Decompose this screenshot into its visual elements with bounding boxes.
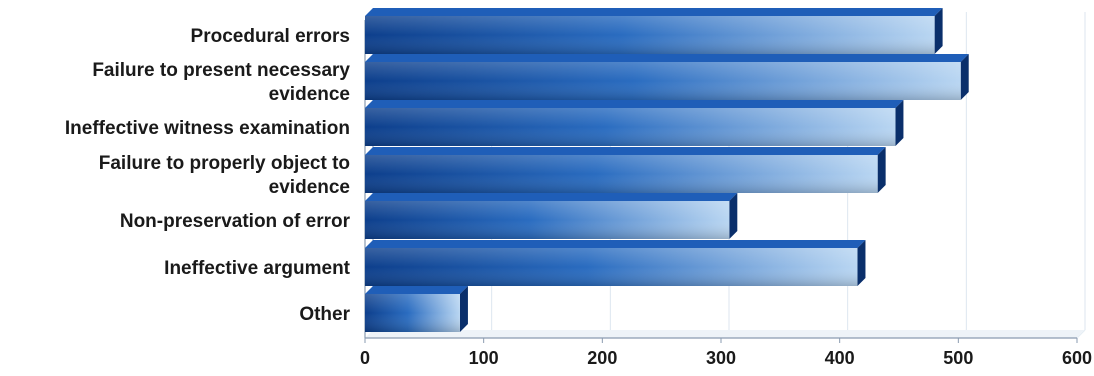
bar-top-face: [365, 286, 468, 294]
bar: [365, 54, 969, 100]
category-label: Other: [299, 304, 350, 325]
bar-shading: [365, 201, 730, 239]
category-label: Ineffective argument: [164, 258, 350, 279]
bar-top-face: [365, 8, 943, 16]
bar-shading: [365, 108, 896, 146]
category-label: Failure to present necessary evidence: [92, 60, 350, 105]
bar: [365, 240, 866, 286]
bar-shading: [365, 16, 935, 54]
bar-shading: [365, 248, 858, 286]
bar-shading: [365, 155, 878, 193]
bar: [365, 100, 904, 146]
bar-top-face: [365, 240, 866, 248]
bar-shading: [365, 62, 961, 100]
category-label: Non-preservation of error: [120, 211, 351, 232]
category-labels: Procedural errors Failure to present nece…: [65, 26, 351, 325]
bar-end-face: [857, 240, 866, 286]
x-tick-label: 600: [1062, 348, 1092, 368]
category-label: Procedural errors: [191, 26, 350, 47]
bar-end-face: [895, 100, 904, 146]
bar-top-face: [365, 147, 886, 155]
x-tick-label: 200: [587, 348, 617, 368]
bar: [365, 147, 886, 193]
bar-top-face: [365, 54, 969, 62]
bar-end-face: [729, 193, 738, 239]
bar-end-face: [877, 147, 886, 193]
x-tick-labels: 0 100 200 300 400 500 600: [360, 348, 1092, 368]
x-tick-label: 0: [360, 348, 370, 368]
category-label: Failure to properly object to evidence: [99, 153, 350, 198]
x-tick-label: 300: [706, 348, 736, 368]
bar-end-face: [459, 286, 468, 332]
x-tick-label: 500: [943, 348, 973, 368]
bar-top-face: [365, 193, 738, 201]
bar: [365, 286, 468, 332]
bar-end-face: [934, 8, 943, 54]
bar-shading: [365, 294, 460, 332]
category-label: Ineffective witness examination: [65, 118, 350, 139]
x-tick-label: 400: [825, 348, 855, 368]
x-tick-label: 100: [469, 348, 499, 368]
bars: [365, 8, 969, 332]
bar: [365, 193, 738, 239]
bar-end-face: [960, 54, 969, 100]
bar: [365, 8, 943, 54]
chart-floor: [365, 330, 1085, 338]
bar-top-face: [365, 100, 904, 108]
